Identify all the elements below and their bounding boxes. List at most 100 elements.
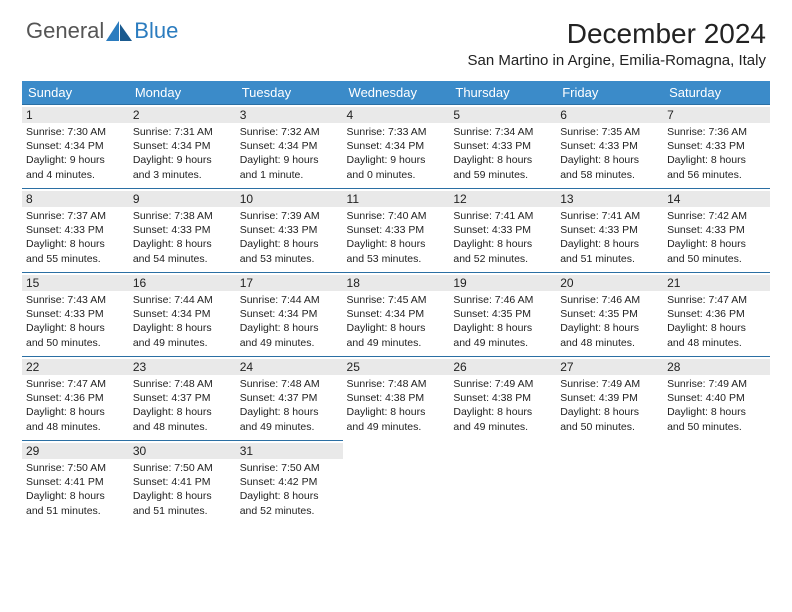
- day-header: Tuesday: [236, 81, 343, 105]
- day-number: 21: [663, 275, 770, 291]
- day-number: 20: [556, 275, 663, 291]
- calendar-table: SundayMondayTuesdayWednesdayThursdayFrid…: [22, 81, 770, 525]
- calendar-head: SundayMondayTuesdayWednesdayThursdayFrid…: [22, 81, 770, 105]
- day-details: Sunrise: 7:39 AMSunset: 4:33 PMDaylight:…: [240, 209, 339, 266]
- calendar-cell: 29 Sunrise: 7:50 AMSunset: 4:41 PMDayligh…: [22, 441, 129, 525]
- calendar-row: 15 Sunrise: 7:43 AMSunset: 4:33 PMDayligh…: [22, 273, 770, 357]
- logo-text-blue: Blue: [134, 18, 178, 44]
- day-details: Sunrise: 7:34 AMSunset: 4:33 PMDaylight:…: [453, 125, 552, 182]
- calendar-cell: 1Sunrise: 7:30 AMSunset: 4:34 PMDaylight…: [22, 105, 129, 189]
- day-number: 3: [236, 107, 343, 123]
- day-header: Thursday: [449, 81, 556, 105]
- calendar-cell: [449, 441, 556, 525]
- calendar-cell: 9Sunrise: 7:38 AMSunset: 4:33 PMDaylight…: [129, 189, 236, 273]
- day-details: Sunrise: 7:46 AMSunset: 4:35 PMDaylight:…: [453, 293, 552, 350]
- day-details: Sunrise: 7:38 AMSunset: 4:33 PMDaylight:…: [133, 209, 232, 266]
- calendar-cell: 17Sunrise: 7:44 AMSunset: 4:34 PMDayligh…: [236, 273, 343, 357]
- day-number: 19: [449, 275, 556, 291]
- day-details: Sunrise: 7:35 AMSunset: 4:33 PMDaylight:…: [560, 125, 659, 182]
- day-details: Sunrise: 7:41 AMSunset: 4:33 PMDaylight:…: [453, 209, 552, 266]
- day-number: 4: [343, 107, 450, 123]
- calendar-cell: 23 Sunrise: 7:48 AMSunset: 4:37 PMDayligh…: [129, 357, 236, 441]
- calendar-cell: [556, 441, 663, 525]
- day-number: 26: [449, 359, 556, 375]
- calendar-cell: 19 Sunrise: 7:46 AMSunset: 4:35 PMDayligh…: [449, 273, 556, 357]
- calendar-cell: 26Sunrise: 7:49 AMSunset: 4:38 PMDayligh…: [449, 357, 556, 441]
- day-number: 29: [22, 443, 129, 459]
- calendar-cell: 25 Sunrise: 7:48 AMSunset: 4:38 PMDayligh…: [343, 357, 450, 441]
- day-header: Monday: [129, 81, 236, 105]
- day-number: 22: [22, 359, 129, 375]
- day-details: Sunrise: 7:44 AMSunset: 4:34 PMDaylight:…: [240, 293, 339, 350]
- calendar-cell: 31Sunrise: 7:50 AMSunset: 4:42 PMDayligh…: [236, 441, 343, 525]
- day-number: 11: [343, 191, 450, 207]
- calendar-cell: 24 Sunrise: 7:48 AMSunset: 4:37 PMDayligh…: [236, 357, 343, 441]
- day-number: 6: [556, 107, 663, 123]
- day-header: Friday: [556, 81, 663, 105]
- calendar-row: 1Sunrise: 7:30 AMSunset: 4:34 PMDaylight…: [22, 105, 770, 189]
- day-number: 23: [129, 359, 236, 375]
- calendar-cell: 15 Sunrise: 7:43 AMSunset: 4:33 PMDayligh…: [22, 273, 129, 357]
- day-number: 24: [236, 359, 343, 375]
- calendar-cell: 10 Sunrise: 7:39 AMSunset: 4:33 PMDayligh…: [236, 189, 343, 273]
- day-details: Sunrise: 7:46 AMSunset: 4:35 PMDaylight:…: [560, 293, 659, 350]
- calendar-body: 1Sunrise: 7:30 AMSunset: 4:34 PMDaylight…: [22, 105, 770, 525]
- day-details: Sunrise: 7:42 AMSunset: 4:33 PMDaylight:…: [667, 209, 766, 266]
- day-header: Saturday: [663, 81, 770, 105]
- day-details: Sunrise: 7:45 AMSunset: 4:34 PMDaylight:…: [347, 293, 446, 350]
- calendar-cell: 14 Sunrise: 7:42 AMSunset: 4:33 PMDayligh…: [663, 189, 770, 273]
- day-details: Sunrise: 7:48 AMSunset: 4:37 PMDaylight:…: [133, 377, 232, 434]
- day-number: 16: [129, 275, 236, 291]
- calendar-cell: 22Sunrise: 7:47 AMSunset: 4:36 PMDayligh…: [22, 357, 129, 441]
- calendar-cell: 2 Sunrise: 7:31 AMSunset: 4:34 PMDaylight…: [129, 105, 236, 189]
- day-number: 12: [449, 191, 556, 207]
- calendar-cell: [343, 441, 450, 525]
- day-details: Sunrise: 7:43 AMSunset: 4:33 PMDaylight:…: [26, 293, 125, 350]
- day-number: 8: [22, 191, 129, 207]
- day-number: 18: [343, 275, 450, 291]
- day-details: Sunrise: 7:49 AMSunset: 4:39 PMDaylight:…: [560, 377, 659, 434]
- calendar-cell: 5 Sunrise: 7:34 AMSunset: 4:33 PMDaylight…: [449, 105, 556, 189]
- calendar-cell: 7Sunrise: 7:36 AMSunset: 4:33 PMDaylight…: [663, 105, 770, 189]
- calendar-cell: 21 Sunrise: 7:47 AMSunset: 4:36 PMDayligh…: [663, 273, 770, 357]
- day-details: Sunrise: 7:50 AMSunset: 4:41 PMDaylight:…: [26, 461, 125, 518]
- calendar-cell: 6 Sunrise: 7:35 AMSunset: 4:33 PMDaylight…: [556, 105, 663, 189]
- day-number: 15: [22, 275, 129, 291]
- day-details: Sunrise: 7:37 AMSunset: 4:33 PMDaylight:…: [26, 209, 125, 266]
- day-details: Sunrise: 7:31 AMSunset: 4:34 PMDaylight:…: [133, 125, 232, 182]
- day-number: 25: [343, 359, 450, 375]
- day-number: 2: [129, 107, 236, 123]
- day-details: Sunrise: 7:48 AMSunset: 4:38 PMDaylight:…: [347, 377, 446, 434]
- header: General Blue December 2024 San Martino i…: [0, 0, 792, 73]
- calendar-cell: 12 Sunrise: 7:41 AMSunset: 4:33 PMDayligh…: [449, 189, 556, 273]
- calendar-cell: 8 Sunrise: 7:37 AMSunset: 4:33 PMDaylight…: [22, 189, 129, 273]
- day-header-row: SundayMondayTuesdayWednesdayThursdayFrid…: [22, 81, 770, 105]
- calendar-cell: [663, 441, 770, 525]
- calendar-cell: 30 Sunrise: 7:50 AMSunset: 4:41 PMDayligh…: [129, 441, 236, 525]
- day-details: Sunrise: 7:32 AMSunset: 4:34 PMDaylight:…: [240, 125, 339, 182]
- calendar-row: 8 Sunrise: 7:37 AMSunset: 4:33 PMDaylight…: [22, 189, 770, 273]
- day-details: Sunrise: 7:30 AMSunset: 4:34 PMDaylight:…: [26, 125, 125, 182]
- day-number: 30: [129, 443, 236, 459]
- calendar-cell: 3 Sunrise: 7:32 AMSunset: 4:34 PMDaylight…: [236, 105, 343, 189]
- day-details: Sunrise: 7:44 AMSunset: 4:34 PMDaylight:…: [133, 293, 232, 350]
- location-text: San Martino in Argine, Emilia-Romagna, I…: [468, 52, 766, 69]
- day-number: 10: [236, 191, 343, 207]
- day-number: 14: [663, 191, 770, 207]
- calendar-cell: 11 Sunrise: 7:40 AMSunset: 4:33 PMDayligh…: [343, 189, 450, 273]
- day-number: 28: [663, 359, 770, 375]
- day-details: Sunrise: 7:40 AMSunset: 4:33 PMDaylight:…: [347, 209, 446, 266]
- day-details: Sunrise: 7:47 AMSunset: 4:36 PMDaylight:…: [667, 293, 766, 350]
- day-details: Sunrise: 7:50 AMSunset: 4:42 PMDaylight:…: [240, 461, 339, 518]
- day-details: Sunrise: 7:48 AMSunset: 4:37 PMDaylight:…: [240, 377, 339, 434]
- calendar-cell: 13Sunrise: 7:41 AMSunset: 4:33 PMDayligh…: [556, 189, 663, 273]
- calendar-cell: 4Sunrise: 7:33 AMSunset: 4:34 PMDaylight…: [343, 105, 450, 189]
- calendar-cell: 27Sunrise: 7:49 AMSunset: 4:39 PMDayligh…: [556, 357, 663, 441]
- day-number: 5: [449, 107, 556, 123]
- calendar-row: 29Sunrise: 7:50 AMSunset: 4:41 PMDayligh…: [22, 441, 770, 525]
- logo-text-general: General: [26, 18, 104, 44]
- day-details: Sunrise: 7:50 AMSunset: 4:41 PMDaylight:…: [133, 461, 232, 518]
- day-details: Sunrise: 7:36 AMSunset: 4:33 PMDaylight:…: [667, 125, 766, 182]
- calendar-cell: 28Sunrise: 7:49 AMSunset: 4:40 PMDayligh…: [663, 357, 770, 441]
- day-details: Sunrise: 7:41 AMSunset: 4:33 PMDaylight:…: [560, 209, 659, 266]
